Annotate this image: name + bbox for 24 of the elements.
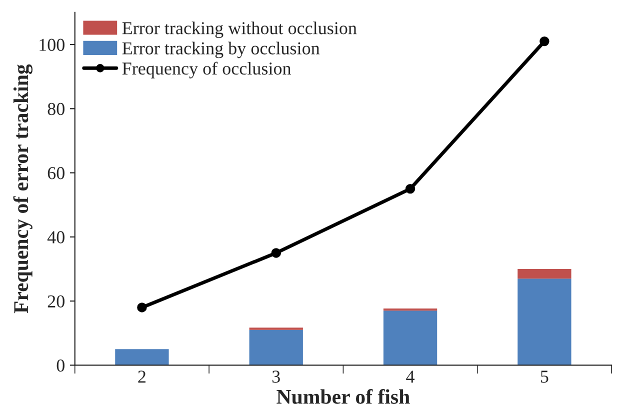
x-axis-title: Number of fish	[276, 389, 410, 404]
x-tick-label: 5	[540, 370, 548, 383]
y-tick-label: 100	[40, 38, 64, 51]
legend-label: Error tracking by occlusion	[122, 42, 320, 58]
y-tick-label: 40	[47, 231, 64, 244]
bar	[115, 349, 169, 366]
legend-label: Error tracking without occlusion	[122, 22, 357, 38]
bar	[518, 268, 572, 279]
bar	[249, 330, 303, 366]
y-tick-label: 20	[48, 295, 64, 308]
bar	[383, 310, 438, 366]
y-tick-label: 80	[48, 102, 64, 116]
x-tick-label: 3	[272, 370, 280, 383]
x-tick-label: 4	[406, 370, 415, 383]
x-tick-label: 2	[138, 370, 146, 383]
y-axis-title: Frequency of error tracking	[13, 64, 33, 314]
point	[540, 36, 550, 46]
y-tick-label: 0	[56, 359, 64, 372]
bar	[518, 278, 572, 366]
y-tick-label: 60	[48, 167, 64, 180]
point	[405, 184, 416, 194]
point	[271, 248, 281, 258]
legend-label: Frequency of occlusion	[122, 62, 292, 78]
point	[137, 302, 147, 312]
